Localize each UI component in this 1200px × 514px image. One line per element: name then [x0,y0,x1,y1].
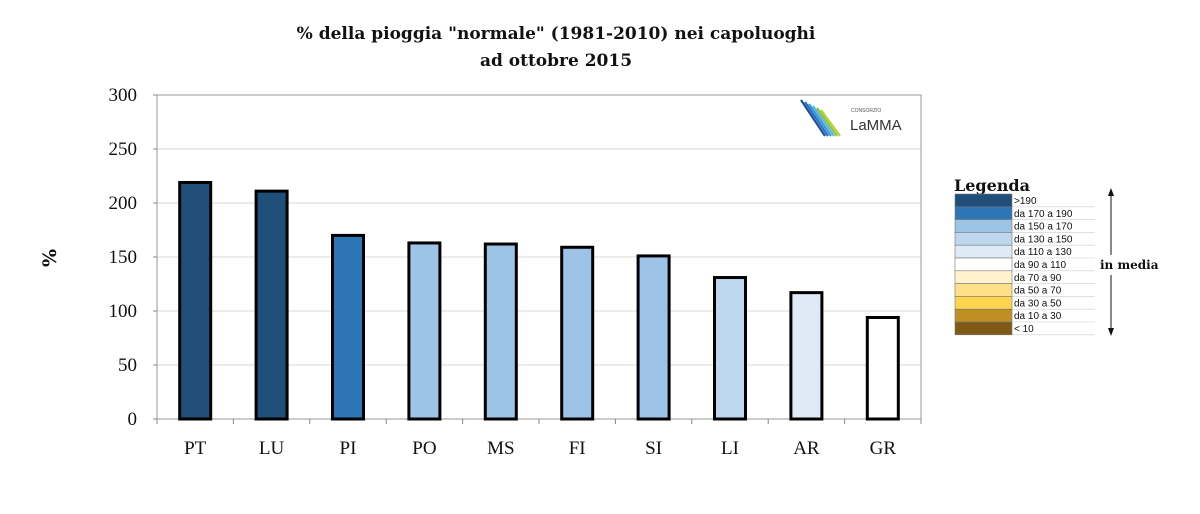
legend-label: da 30 a 50 [1014,298,1062,309]
y-tick-label: 300 [109,85,138,106]
chart-title: % della pioggia "normale" (1981-2010) ne… [297,24,816,44]
bar-AR [789,291,824,421]
legend-label: >190 [1014,196,1037,207]
legend-label: da 130 a 150 [1014,234,1073,245]
in-media-arrow [1108,188,1114,336]
logo-stripe [816,107,838,137]
legend-swatch [954,308,1013,323]
legend-label: da 70 a 90 [1014,273,1062,284]
x-tick-label: PT [184,438,207,459]
legend-swatch [954,193,1013,208]
legend-label: da 90 a 110 [1014,260,1067,271]
logo-stripe [820,109,841,137]
logo-stripe [800,99,826,137]
legend-swatch [954,296,1013,310]
x-tick-label: AR [793,438,820,459]
bar-FI [560,245,595,421]
legend-swatch [954,270,1013,284]
logo-lamma: LaMMA [850,117,902,134]
legend-label: da 110 a 130 [1014,247,1072,258]
legend-label: da 170 a 190 [1014,209,1073,220]
x-tick-label: LU [259,438,285,459]
x-tick-label: PO [412,438,436,459]
legend-swatch [954,321,1013,336]
x-tick-label: GR [870,438,897,459]
bar-MS [483,242,518,421]
y-tick-label: 250 [109,139,138,160]
legend-annotation: in media [1100,258,1159,272]
legend-swatch [954,206,1013,220]
legend-title: Legenda [954,176,1030,195]
bar-LU [254,189,289,421]
y-tick-label: 200 [109,193,138,214]
y-tick-label: 0 [128,409,138,430]
y-tick-label: 50 [118,355,137,376]
logo-consorzio: CONSORZIO [851,108,881,114]
logo-stripe [804,101,829,137]
x-tick-label: PI [340,438,357,459]
y-tick-label: 100 [109,301,138,322]
legend-label: < 10 [1014,324,1034,335]
legend-swatch [954,232,1013,246]
legend-swatch [954,257,1013,272]
x-tick-label: FI [569,438,586,459]
lamma-logo: CONSORZIO LaMMA [800,99,902,137]
legend-label: da 50 a 70 [1014,286,1062,297]
x-tick-label: SI [645,438,662,459]
bar-PO [407,241,442,421]
legend-label: da 150 a 170 [1014,222,1073,233]
logo-stripe [812,105,835,137]
chart-subtitle: ad ottobre 2015 [480,51,632,71]
legend-swatch [954,283,1013,297]
y-axis-label: % [39,249,61,267]
y-tick-label: 150 [109,247,138,268]
bar-LI [713,276,747,421]
x-tick-label: LI [721,438,739,459]
logo-stripe [808,103,832,137]
legend-label: da 10 a 30 [1014,311,1062,322]
x-tick-label: MS [487,438,514,459]
bar-SI [636,254,671,421]
bar-PT [178,180,213,421]
bar-GR [865,315,900,421]
legend-swatch [954,219,1013,233]
bar-PI [331,233,365,421]
legend-swatch [954,244,1013,259]
